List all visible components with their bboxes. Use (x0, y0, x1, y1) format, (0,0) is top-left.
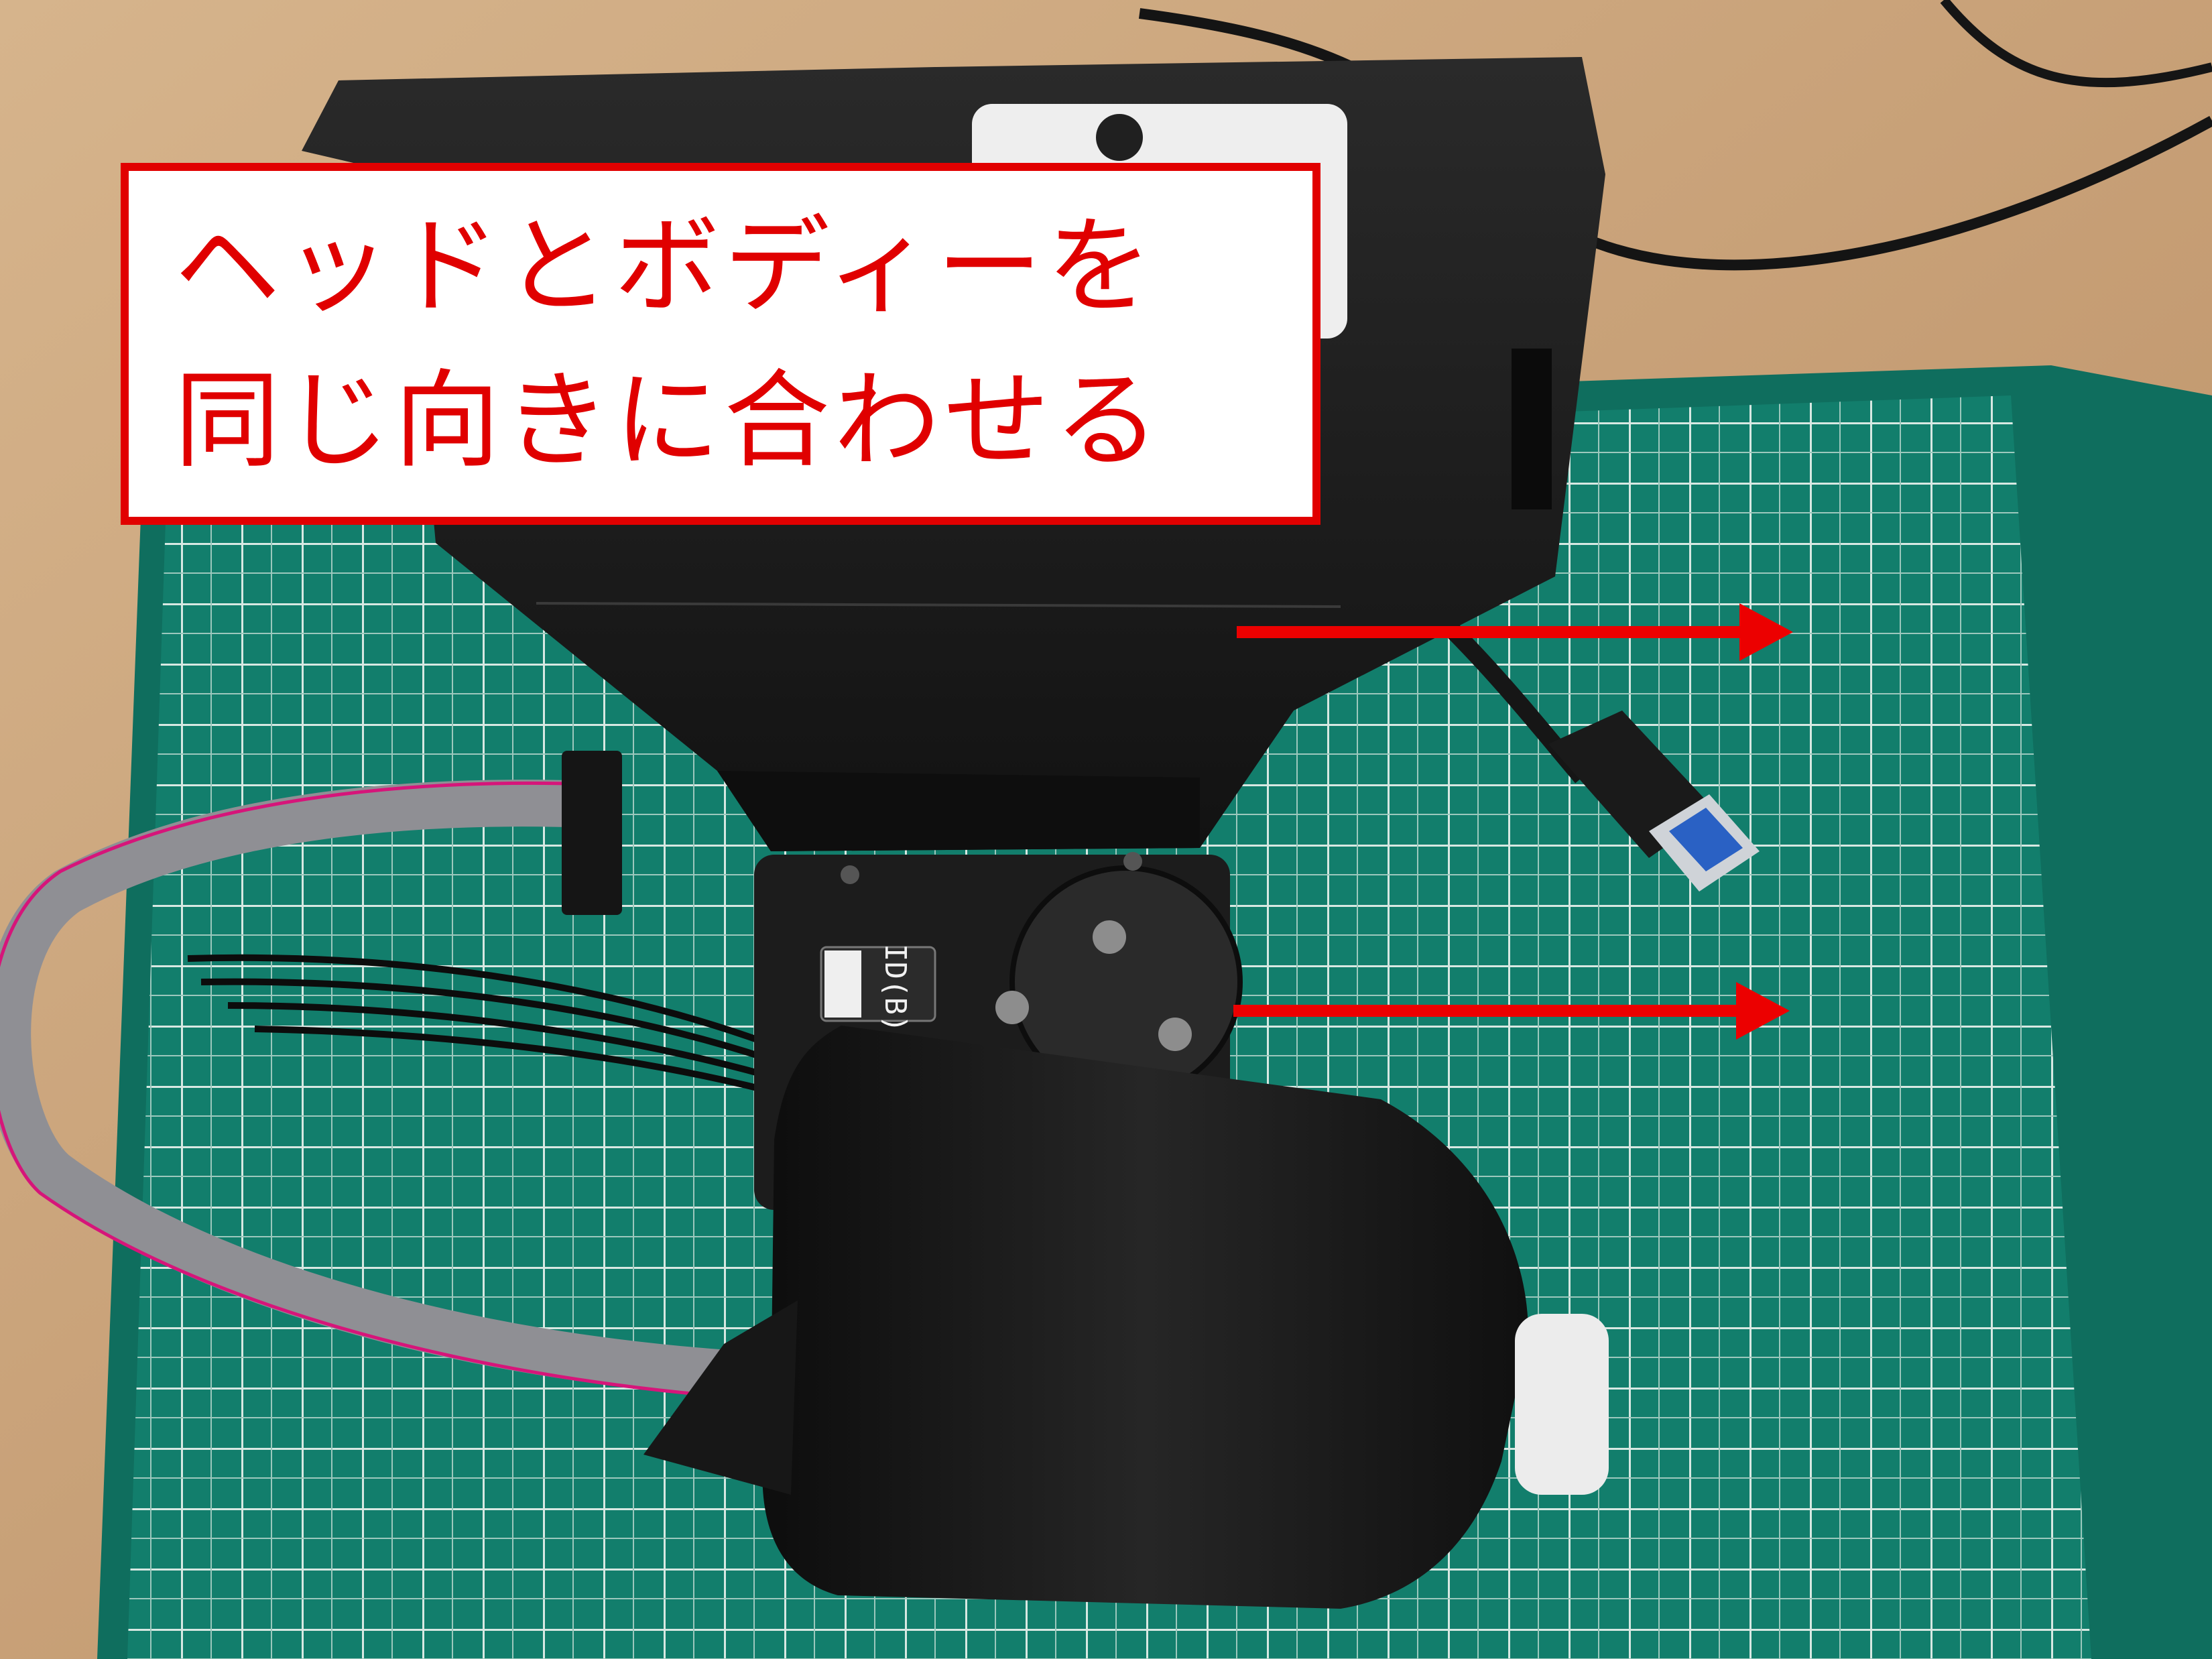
white-tab-button (1096, 114, 1143, 161)
screw-icon (1123, 852, 1142, 871)
arrow-right-icon (1233, 982, 1790, 1040)
screw-icon (1158, 1018, 1192, 1051)
head-white-tab (1515, 1314, 1609, 1495)
screw-icon (841, 865, 859, 884)
instruction-callout: ヘッドとボディーを 同じ向きに合わせる (121, 163, 1320, 525)
background-cable (1940, 0, 2212, 88)
servo-wires (187, 954, 826, 1109)
callout-line-2: 同じ向きに合わせる (174, 359, 1164, 483)
callout-line-1: ヘッドとボディーを (174, 205, 1156, 328)
screw-icon (1093, 920, 1126, 954)
robot-head (643, 1026, 1609, 1609)
servo-id-label: ID(B) (878, 944, 912, 1033)
screw-icon (995, 991, 1029, 1024)
ribbon-connector (562, 751, 622, 915)
ribbon-cable (0, 751, 739, 1400)
arrow-right-icon (1237, 603, 1793, 661)
